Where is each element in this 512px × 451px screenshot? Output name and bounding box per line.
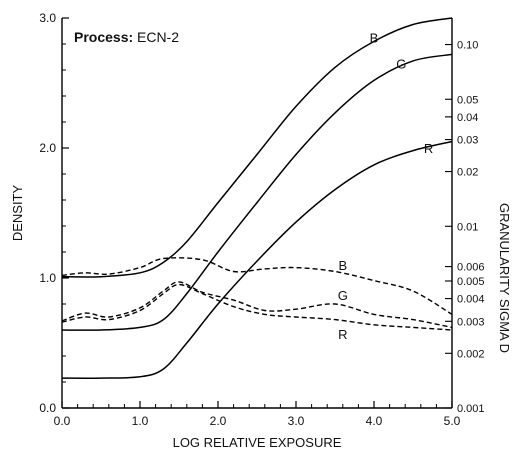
density-curve-label-g: G (396, 57, 406, 72)
x-tick-label: 1.0 (132, 414, 149, 428)
y2-tick-label: 0.005 (457, 276, 485, 288)
y2-tick-label: 0.03 (457, 135, 478, 147)
granularity-curve-label-r: R (338, 327, 347, 342)
y2-axis-title: GRANULARITY SIGMA D (497, 203, 512, 353)
y2-tick-label: 0.01 (457, 221, 478, 233)
x-tick-label: 3.0 (288, 414, 305, 428)
y2-tick-label: 0.04 (457, 112, 478, 124)
x-axis-title: LOG RELATIVE EXPOSURE (173, 435, 342, 450)
density-curve-label-r: R (424, 141, 433, 156)
process-title-value: ECN-2 (137, 29, 179, 45)
x-tick-label: 4.0 (366, 414, 383, 428)
granularity-curve-label-b: B (338, 258, 347, 273)
granularity-curve-g (61, 281, 453, 329)
density-curve-r (61, 140, 453, 379)
granularity-curve-label-g: G (338, 288, 348, 303)
plot-area (61, 18, 453, 409)
y2-tick-label: 0.05 (457, 94, 478, 106)
y2-tick-label: 0.003 (457, 316, 485, 328)
y2-tick-label: 0.001 (457, 403, 485, 415)
y2-tick-label: 0.10 (457, 40, 478, 52)
y2-tick-label: 0.004 (457, 294, 485, 306)
y-tick-label: 1.0 (39, 271, 56, 285)
density-curve-label-b: B (370, 31, 379, 46)
y-tick-label: 0.0 (39, 401, 56, 415)
y-tick-label: 2.0 (39, 141, 56, 155)
y-axis-title: DENSITY (10, 185, 25, 242)
process-title-label: Process: (74, 29, 133, 45)
density-curve-b (61, 17, 453, 278)
y2-tick-label: 0.002 (457, 348, 485, 360)
y2-tick-label: 0.006 (457, 262, 485, 274)
granularity-curve-b (61, 257, 453, 316)
density-curve-g (61, 53, 453, 331)
ticks-layer: 0.0 1.0 2.0 3.0 4.0 5.0 0.0 1.0 2.0 3.0 0.001 0.002… (39, 11, 484, 428)
y-tick-label: 3.0 (39, 11, 56, 25)
x-tick-label: 2.0 (210, 414, 227, 428)
curves-layer (61, 17, 453, 379)
y2-tick-label: 0.02 (457, 167, 478, 179)
x-tick-label: 0.0 (54, 414, 71, 428)
granularity-curve-r (61, 283, 453, 331)
x-tick-label: 5.0 (444, 414, 461, 428)
